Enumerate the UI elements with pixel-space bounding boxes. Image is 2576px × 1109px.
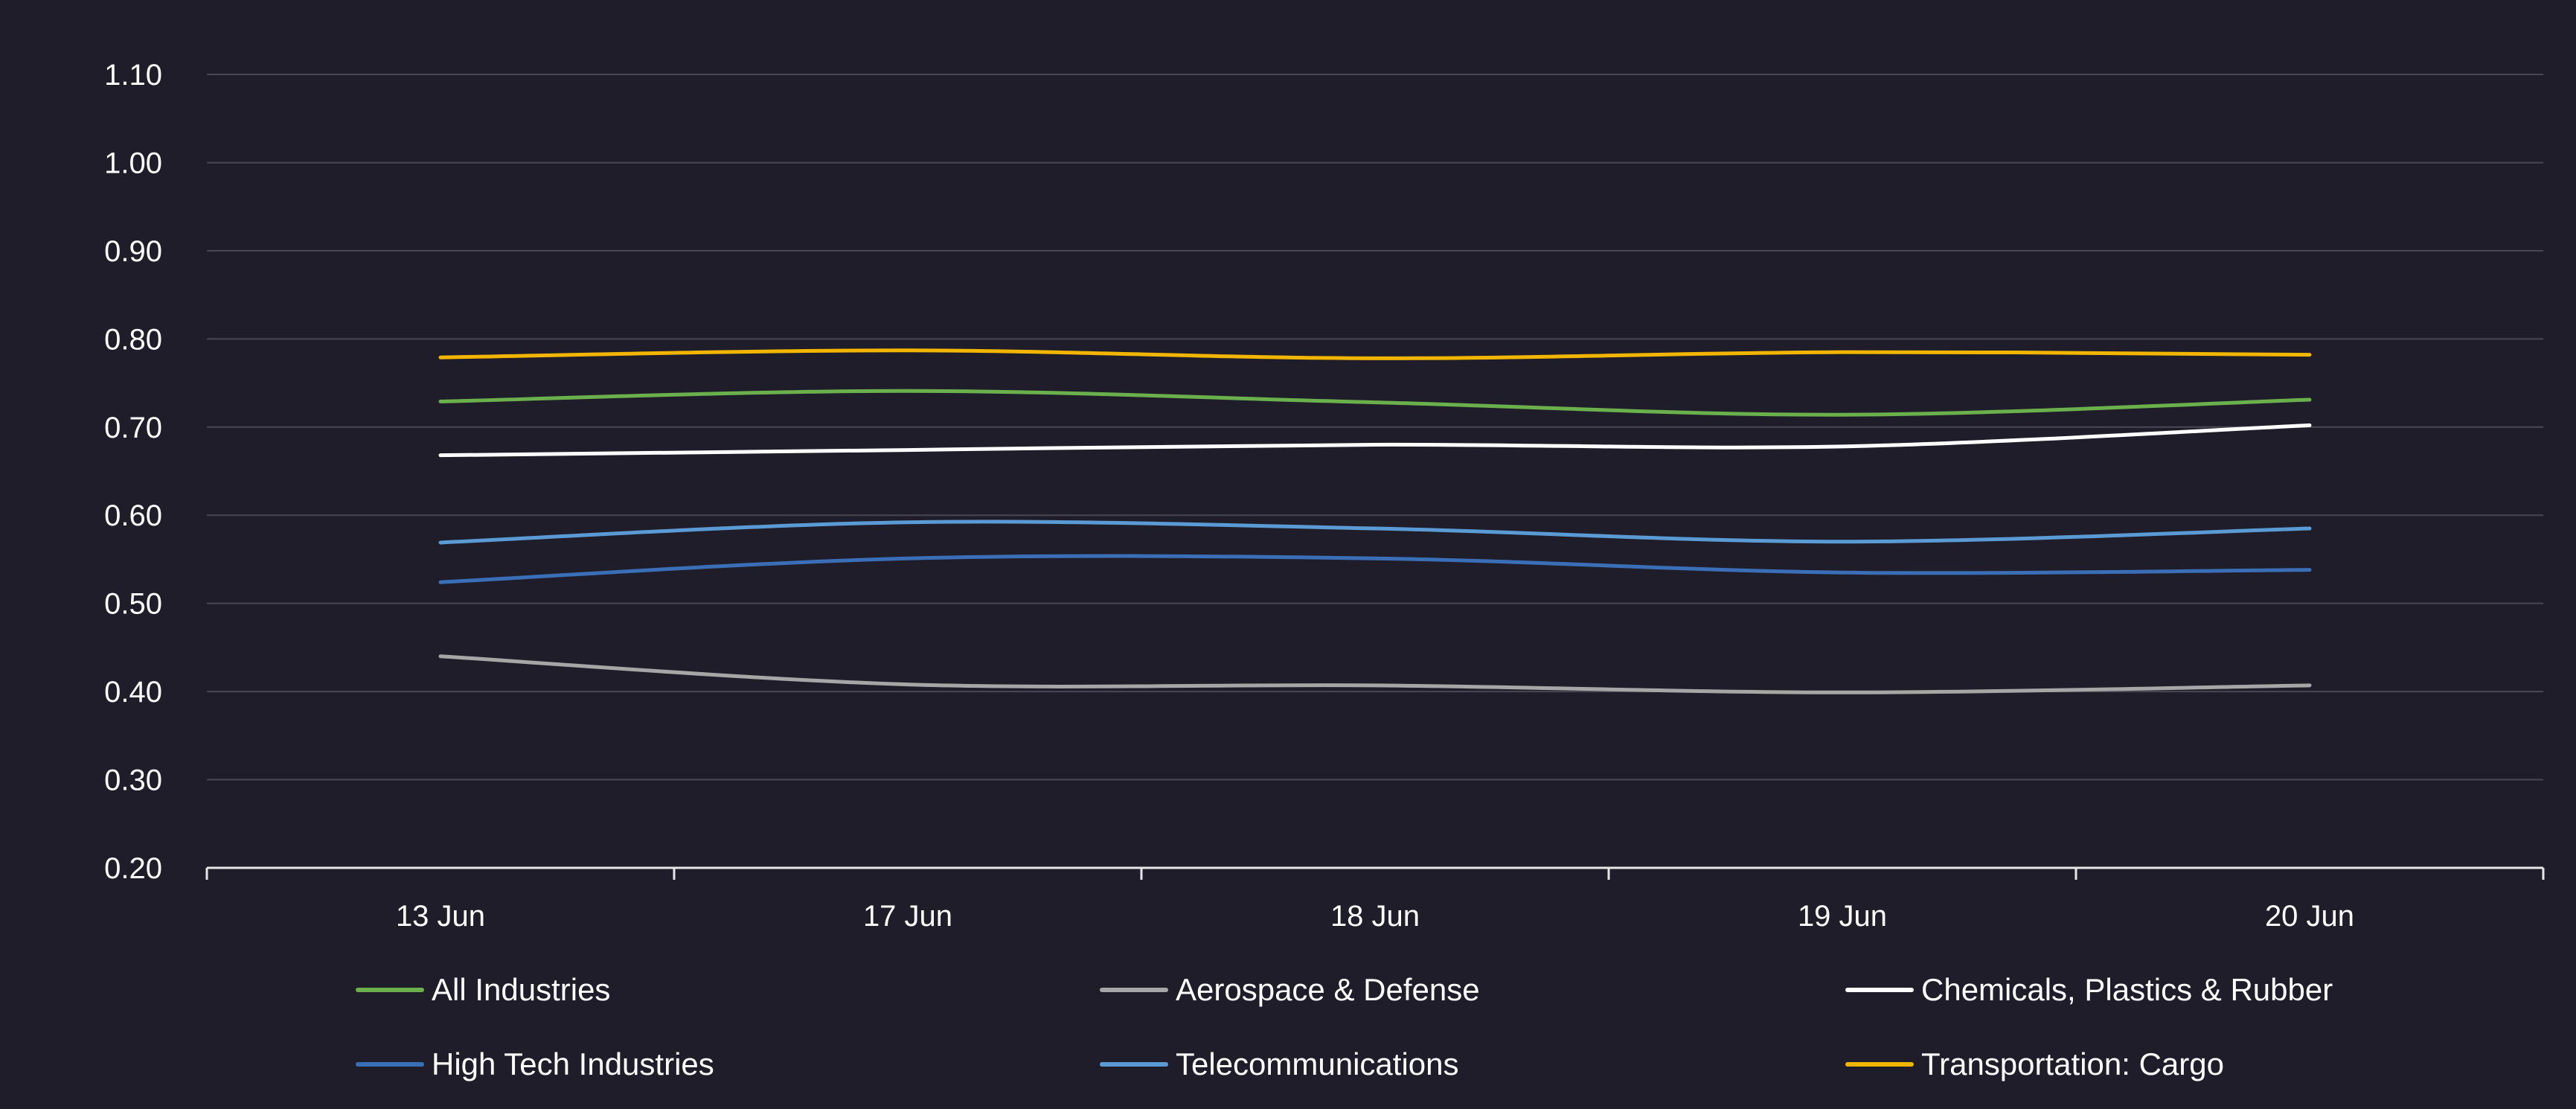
x-tick-label: 20 Jun xyxy=(2265,900,2354,933)
legend-swatch xyxy=(356,988,424,992)
y-tick-label: 0.70 xyxy=(104,412,162,444)
x-tick-label: 17 Jun xyxy=(863,900,952,933)
series-lines xyxy=(438,348,2312,694)
legend-item-high-tech-industries[interactable]: High Tech Industries xyxy=(356,1042,714,1087)
legend-item-all-industries[interactable]: All Industries xyxy=(356,968,610,1012)
legend-swatch xyxy=(1100,988,1168,992)
y-tick-label: 0.20 xyxy=(104,852,162,885)
legend-label: Transportation: Cargo xyxy=(1921,1046,2224,1081)
series-line-aerospace-defense[interactable] xyxy=(438,654,2312,694)
y-tick-label: 0.80 xyxy=(104,323,162,356)
y-tick-label: 0.30 xyxy=(104,764,162,797)
legend-swatch xyxy=(356,1062,424,1067)
y-tick-label: 0.40 xyxy=(104,676,162,709)
y-tick-label: 0.50 xyxy=(104,588,162,621)
axes: 0.20 0.30 0.40 0.50 0.60 0.70 0.80 0.90 1.00 1.10… xyxy=(104,59,2545,933)
grid-lines xyxy=(207,74,2543,781)
legend-label: Telecommunications xyxy=(1176,1046,1459,1081)
x-tick-label: 18 Jun xyxy=(1330,900,1420,933)
y-tick-label: 1.00 xyxy=(104,147,162,179)
legend-swatch xyxy=(1100,1062,1168,1067)
series-line-chemicals-plastics-rubber[interactable] xyxy=(438,423,2312,458)
series-line-transportation-cargo[interactable] xyxy=(438,348,2312,360)
legend-label: Chemicals, Plastics & Rubber xyxy=(1921,972,2333,1007)
legend-item-telecommunications[interactable]: Telecommunications xyxy=(1100,1042,1459,1087)
legend-item-aerospace-defense[interactable]: Aerospace & Defense xyxy=(1100,968,1480,1012)
legend-swatch xyxy=(1845,988,1914,992)
legend-label: High Tech Industries xyxy=(432,1046,714,1081)
series-line-high-tech-industries[interactable] xyxy=(438,554,2312,584)
series-line-all-industries[interactable] xyxy=(438,389,2312,417)
legend-swatch xyxy=(1845,1062,1914,1067)
legend-item-transportation-cargo[interactable]: Transportation: Cargo xyxy=(1845,1042,2224,1087)
y-tick-label: 0.60 xyxy=(104,499,162,532)
y-tick-label: 1.10 xyxy=(104,59,162,92)
x-tick-label: 13 Jun xyxy=(396,900,485,933)
series-line-telecommunications[interactable] xyxy=(438,520,2312,545)
legend-label: All Industries xyxy=(432,972,611,1007)
x-tick-label: 19 Jun xyxy=(1798,900,1887,933)
legend-item-chemicals-plastics-rubber[interactable]: Chemicals, Plastics & Rubber xyxy=(1845,968,2333,1012)
y-tick-label: 0.90 xyxy=(104,235,162,268)
legend-label: Aerospace & Defense xyxy=(1176,972,1480,1007)
legend: All Industries Aerospace & Defense Chemi… xyxy=(0,953,2576,1109)
